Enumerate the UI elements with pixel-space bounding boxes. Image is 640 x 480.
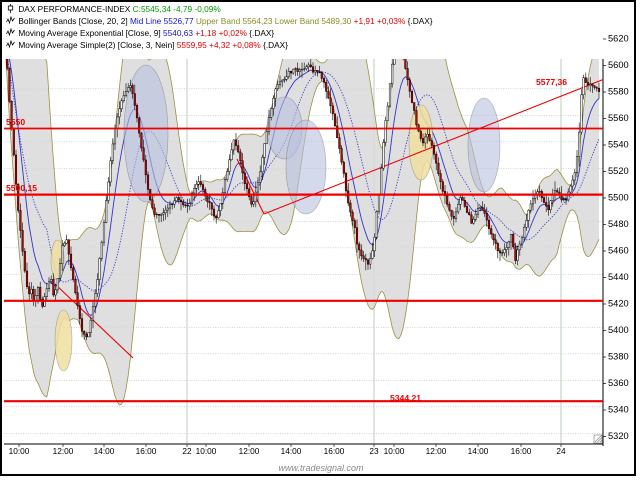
svg-text:10:00: 10:00 [384, 446, 405, 456]
svg-text:14:00: 14:00 [281, 446, 302, 456]
svg-text:22: 22 [182, 446, 192, 456]
svg-text:5620: 5620 [608, 33, 629, 43]
svg-text:www.tradesignal.com: www.tradesignal.com [278, 463, 364, 473]
svg-text:5560: 5560 [608, 113, 629, 123]
svg-text:16:00: 16:00 [136, 446, 157, 456]
svg-text:12:00: 12:00 [239, 446, 260, 456]
svg-text:23: 23 [369, 446, 379, 456]
svg-text:5540: 5540 [608, 139, 629, 149]
svg-text:5480: 5480 [608, 219, 629, 229]
svg-text:5600: 5600 [608, 60, 629, 70]
svg-text:5344,21: 5344,21 [390, 393, 421, 403]
svg-text:5440: 5440 [608, 272, 629, 282]
svg-text:12:00: 12:00 [426, 446, 447, 456]
svg-text:5400: 5400 [608, 325, 629, 335]
svg-text:5500: 5500 [608, 192, 629, 202]
svg-text:5460: 5460 [608, 245, 629, 255]
svg-text:5360: 5360 [608, 378, 629, 388]
svg-text:16:00: 16:00 [324, 446, 345, 456]
svg-text:12:00: 12:00 [53, 446, 74, 456]
svg-text:10:00: 10:00 [196, 446, 217, 456]
svg-text:5550: 5550 [6, 117, 25, 127]
svg-text:16:00: 16:00 [511, 446, 532, 456]
svg-text:5500,15: 5500,15 [6, 183, 37, 193]
svg-text:5580: 5580 [608, 86, 629, 96]
svg-text:24: 24 [556, 446, 566, 456]
svg-text:14:00: 14:00 [468, 446, 489, 456]
svg-text:5380: 5380 [608, 351, 629, 361]
svg-text:5340: 5340 [608, 404, 629, 414]
svg-text:5420: 5420 [608, 298, 629, 308]
svg-text:5520: 5520 [608, 166, 629, 176]
svg-text:10:00: 10:00 [9, 446, 30, 456]
svg-text:5577,36: 5577,36 [536, 77, 567, 87]
svg-text:14:00: 14:00 [94, 446, 115, 456]
svg-text:5320: 5320 [608, 431, 629, 441]
